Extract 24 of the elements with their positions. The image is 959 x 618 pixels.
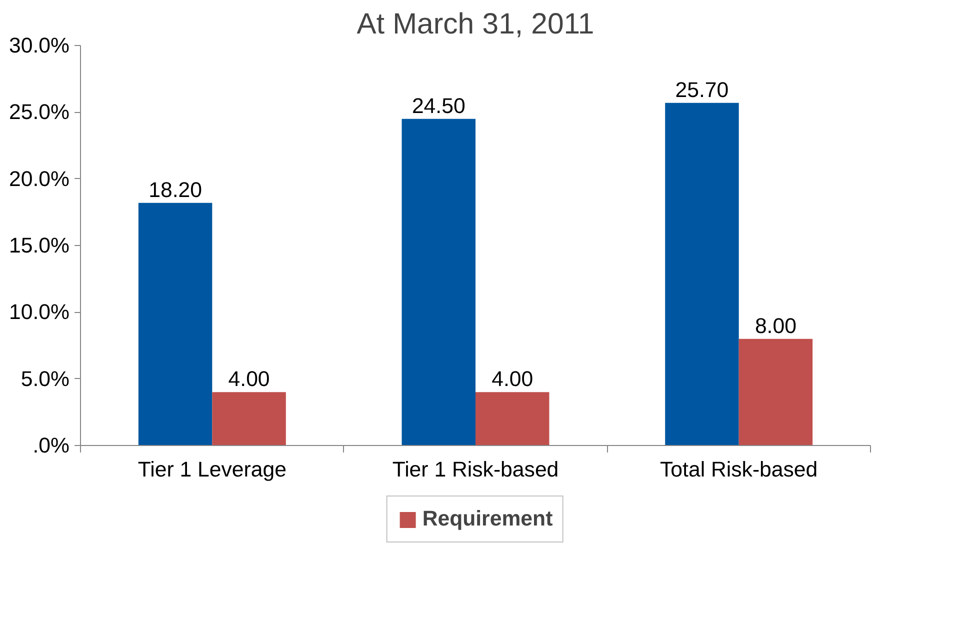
y-tick-label: 15.0% — [9, 234, 70, 258]
data-label: 18.20 — [148, 178, 202, 202]
bar — [476, 392, 550, 446]
bar — [138, 202, 212, 446]
y-tick-label: 20.0% — [9, 166, 70, 191]
y-tick-label: 10.0% — [9, 300, 70, 324]
chart-title: At March 31, 2011 — [356, 8, 594, 40]
y-tick-label: 30.0% — [9, 34, 70, 58]
data-label: 4.00 — [228, 367, 270, 392]
legend-label: Requirement — [422, 506, 553, 532]
data-label: 4.00 — [492, 367, 534, 392]
x-tick-label: Tier 1 Leverage — [138, 458, 286, 482]
bar — [738, 338, 813, 446]
bar — [665, 102, 739, 446]
y-tick-label: 25.0% — [9, 100, 70, 124]
y-tick-label: .0% — [32, 434, 70, 458]
y-tick-label: 5.0% — [20, 366, 70, 391]
data-label: 24.50 — [412, 94, 466, 118]
data-label: 25.70 — [675, 78, 729, 102]
bar — [212, 392, 286, 446]
bar — [402, 118, 476, 446]
x-tick-label: Tier 1 Risk-based — [392, 458, 559, 482]
x-tick-label: Total Risk-based — [660, 458, 818, 482]
data-label: 8.00 — [754, 314, 797, 338]
